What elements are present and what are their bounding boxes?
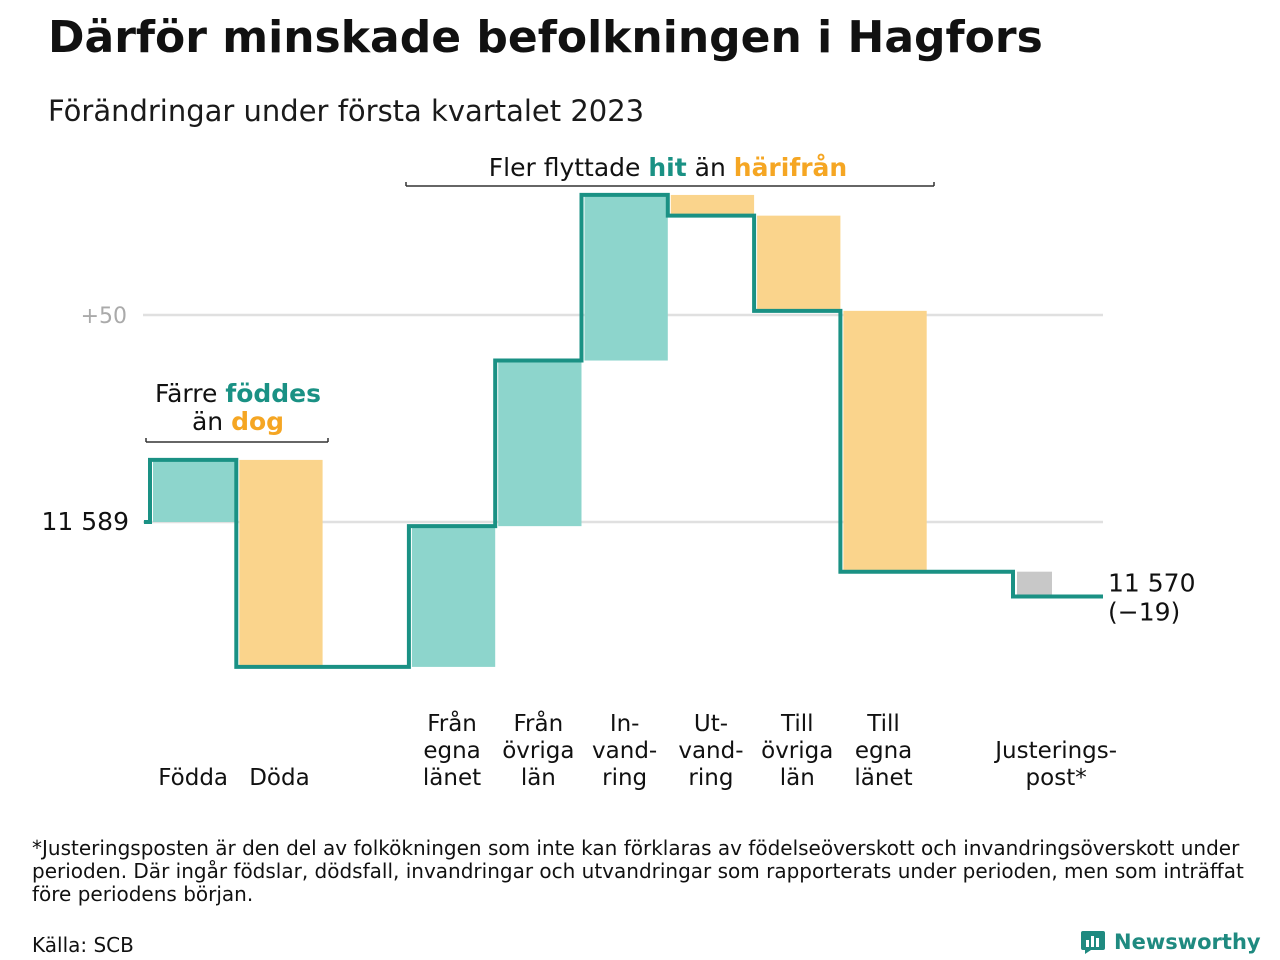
x-tick-label: post* [1026,765,1087,791]
start-value-label: 11 589 [42,507,129,536]
chart-title: Därför minskade befolkningen i Hagfors [48,12,1043,63]
x-tick-label: län [521,765,556,791]
x-tick-label: övriga [502,738,574,764]
brand-name: Newsworthy [1114,930,1261,954]
bar [670,194,755,216]
bar [1017,571,1052,597]
y-tick-label: +50 [81,304,127,329]
x-tick-label: egna [855,738,912,764]
x-tick-label: vand- [678,738,743,764]
x-tick-label: Justerings- [993,738,1117,764]
x-tick-label: Födda [158,765,228,791]
x-tick-label: ring [688,765,733,791]
newsworthy-icon [1081,931,1105,954]
x-tick-label: Döda [249,765,309,791]
x-tick-label: Från [427,709,477,737]
brand-logo: Newsworthy [1080,929,1261,955]
x-tick-label: egna [423,738,480,764]
bar [843,310,927,572]
annotation-births-deaths-line1: Färre föddes [155,379,321,408]
x-tick-label: vand- [592,738,657,764]
annotation-births-deaths-line2: än dog [192,407,284,436]
x-tick-label: Till [866,711,900,737]
x-tick-label: länet [423,765,481,791]
x-tick-label: ring [602,765,647,791]
x-tick-label: Ut- [694,711,728,737]
cumulative-line [144,192,1103,669]
annotation-migration: Fler flyttade hit än härifrån [489,153,847,182]
end-change-label: (−19) [1108,598,1180,627]
x-tick-label: län [780,765,815,791]
footnote: *Justeringsposten är den del av folkökni… [32,836,1244,906]
bar [584,194,668,361]
bar [757,215,841,311]
x-tick-label: länet [854,765,912,791]
bar [239,459,323,667]
x-tick-label: Till [780,711,814,737]
bar [411,526,496,667]
bar [153,459,237,522]
end-value-label: 11 570 [1108,569,1195,598]
source-label: Källa: SCB [32,933,134,957]
x-tick-label: Från [514,709,564,737]
x-tick-label: övriga [761,738,833,764]
chart-subtitle: Förändringar under första kvartalet 2023 [48,94,645,128]
x-tick-label: In- [610,711,640,737]
bar [498,360,582,527]
